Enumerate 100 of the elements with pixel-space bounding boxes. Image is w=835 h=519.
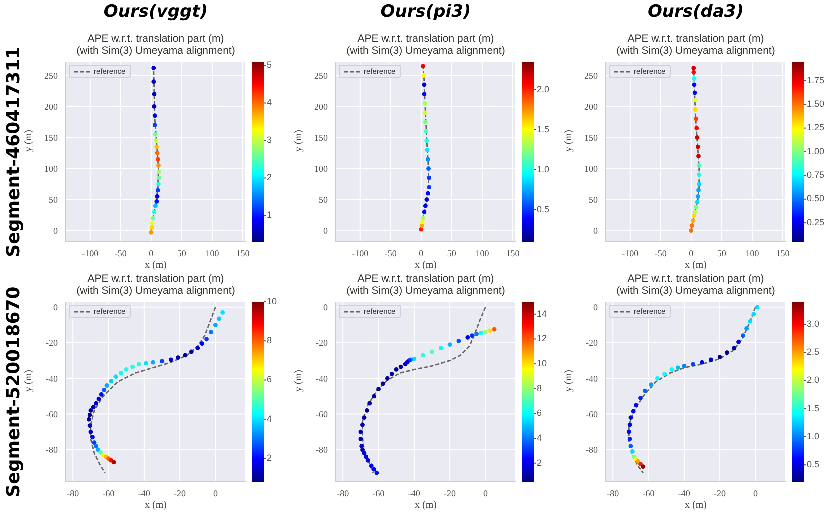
point (151, 216, 156, 221)
y-tick-label: 50 (589, 194, 598, 205)
text: Ours(vggt) (102, 2, 210, 22)
point (98, 450, 103, 455)
x-tick-label: 150 (236, 248, 250, 258)
point (362, 416, 367, 420)
point (189, 350, 194, 354)
point (655, 376, 660, 381)
point (112, 460, 116, 465)
point (152, 123, 158, 128)
point (692, 98, 698, 103)
x-tick-label: 150 (776, 248, 790, 258)
color-bar-label: 4 (267, 414, 272, 424)
y-tick-label: 0 (594, 226, 598, 236)
y-tick-label: 250 (314, 70, 328, 81)
point (752, 312, 756, 317)
point (358, 437, 364, 442)
y-axis-title: y (m) (294, 130, 305, 152)
point (364, 454, 368, 460)
y-tick-label: -40 (316, 374, 328, 384)
point (196, 346, 200, 351)
point (88, 412, 92, 418)
y-tick-label: -40 (586, 374, 598, 384)
point (638, 396, 643, 400)
x-tick-label: -40 (408, 488, 421, 498)
point (691, 218, 696, 224)
chart-title: APE w.r.t. translation part (m) (with Sim(3) Umeyama alignment) (616, 33, 776, 57)
color-bar-label: 1.0 (537, 164, 550, 174)
x-tick-label: -60 (372, 488, 386, 498)
color-bar-label: 2.0 (807, 375, 820, 386)
point (628, 444, 634, 449)
point (149, 230, 154, 235)
x-axis-title: x (m) (685, 500, 707, 511)
point (421, 216, 426, 221)
point (150, 226, 154, 230)
point (696, 194, 700, 199)
point (692, 82, 697, 88)
point (398, 364, 404, 370)
point (649, 382, 654, 388)
point (368, 401, 372, 406)
y-axis-title: y (m) (24, 370, 35, 392)
point (420, 220, 425, 224)
point (381, 382, 386, 386)
point (86, 417, 92, 422)
y-tick-label: -40 (46, 374, 58, 384)
point (168, 358, 174, 362)
point (696, 144, 700, 150)
point (748, 319, 753, 324)
y-tick-label: 0 (594, 302, 598, 313)
point (689, 228, 694, 234)
point (157, 170, 162, 174)
y-tick-label: 0 (324, 226, 328, 236)
y-tick-label: -20 (46, 338, 58, 348)
x-axis-title: x (m) (415, 500, 437, 511)
color-bar-label: 10 (537, 358, 548, 368)
point (488, 328, 492, 334)
color-bar-label: 1.5 (807, 403, 820, 414)
point (425, 148, 430, 152)
point (150, 221, 155, 226)
point (426, 191, 430, 196)
y-tick-label: 100 (44, 164, 58, 174)
point (708, 358, 714, 362)
point (94, 401, 98, 406)
chart-title: APE w.r.t. translation part (m) (with Sim(3) Umeyama alignment) (616, 273, 776, 297)
point (156, 188, 160, 193)
color-bar-label: 0.75 (807, 170, 825, 180)
color-bar-label: 2.0 (537, 84, 550, 94)
color-bar-label: 0.25 (807, 217, 825, 228)
point (92, 440, 97, 445)
point (692, 66, 696, 70)
y-tick-label: -80 (316, 445, 328, 456)
point (220, 310, 226, 315)
point (155, 194, 160, 199)
point (628, 437, 632, 442)
point (214, 322, 218, 328)
point (694, 126, 700, 131)
point (427, 185, 432, 190)
text: Ours(pi3) (380, 2, 472, 22)
point (96, 396, 102, 402)
point (109, 379, 114, 384)
point (692, 70, 696, 75)
y-axis-title: y (m) (24, 130, 35, 152)
point (88, 424, 92, 428)
y-tick-label: 100 (314, 164, 328, 174)
y-tick-label: 100 (584, 164, 598, 174)
x-axis-title: x (m) (145, 500, 167, 511)
point (662, 372, 668, 376)
point (732, 346, 737, 351)
point (695, 136, 700, 140)
point (422, 73, 426, 78)
point (628, 416, 634, 420)
point (360, 448, 365, 452)
point (366, 458, 370, 463)
point (479, 330, 484, 336)
point (744, 326, 749, 331)
y-axis-title: y (m) (564, 130, 575, 152)
x-axis-title: x (m) (685, 260, 707, 271)
text: Segment-520018670 (4, 286, 24, 498)
y-axis-title: y (m) (564, 370, 575, 392)
y-tick-label: 250 (44, 70, 58, 81)
